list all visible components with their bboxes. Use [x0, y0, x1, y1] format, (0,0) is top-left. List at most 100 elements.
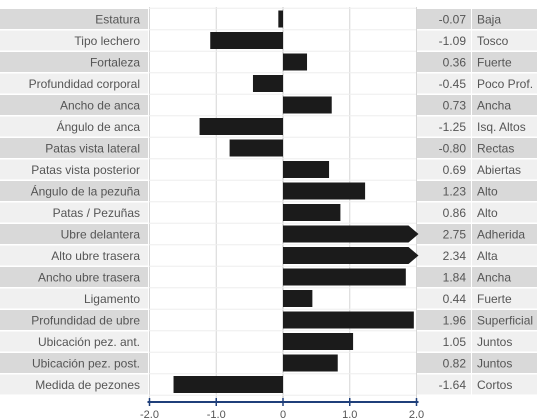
value-label: 1.84	[443, 271, 467, 285]
value-label: 0.86	[443, 206, 467, 220]
value-cell	[417, 116, 471, 137]
value-cell	[417, 245, 471, 266]
value-label: -0.07	[439, 13, 467, 27]
descriptor-cell	[472, 374, 537, 395]
category-label: Ángulo de la pezuña	[31, 184, 141, 199]
label-cell	[0, 138, 148, 158]
descriptor-cell	[472, 202, 537, 223]
descriptor-cell	[472, 9, 537, 29]
label-cell	[0, 288, 148, 309]
category-label: Profundidad de ubre	[31, 314, 140, 328]
category-label: Ubicación pez. ant.	[38, 335, 140, 349]
bar	[283, 247, 419, 264]
row-labels: Estatura -0.07 Baja Tipo lechero -1.09 Tosco F…	[29, 13, 533, 393]
value-label: -0.45	[439, 77, 467, 91]
descriptor-label: Fuerte	[477, 56, 512, 70]
label-cell	[0, 374, 148, 395]
descriptor-cell	[472, 331, 537, 352]
bar	[252, 75, 283, 92]
category-label: Patas / Pezuñas	[53, 206, 140, 220]
category-label: Ancho de anca	[60, 99, 140, 113]
category-label: Ubicación pez. post.	[32, 357, 140, 371]
value-cell	[417, 310, 471, 330]
value-label: -1.64	[439, 378, 467, 392]
bar	[278, 10, 283, 28]
descriptor-cell	[472, 138, 537, 158]
value-label: 1.23	[443, 185, 467, 199]
value-cell	[417, 181, 471, 201]
category-label: Ángulo de anca	[57, 119, 141, 134]
value-cell	[417, 331, 471, 352]
label-cell	[0, 73, 148, 94]
descriptor-cell	[472, 116, 537, 137]
value-label: 0.69	[443, 163, 467, 177]
descriptor-label: Superficial	[477, 314, 533, 328]
value-label: -0.80	[439, 142, 467, 156]
value-label: 2.75	[443, 228, 467, 242]
bar	[199, 118, 283, 135]
category-label: Fortaleza	[90, 56, 140, 70]
value-label: 0.73	[443, 99, 467, 113]
bar	[283, 96, 332, 114]
descriptor-label: Alto	[477, 185, 498, 199]
descriptor-cell	[472, 310, 537, 330]
descriptor-cell	[472, 30, 537, 51]
value-cell	[417, 73, 471, 94]
descriptor-label: Isq. Altos	[477, 120, 526, 134]
value-cell	[417, 138, 471, 158]
category-label: Ligamento	[84, 292, 140, 306]
bar	[283, 182, 366, 200]
bar	[173, 376, 283, 393]
category-label: Patas vista lateral	[45, 142, 140, 156]
descriptor-label: Alta	[477, 249, 498, 263]
category-label: Ancho ubre trasera	[38, 271, 140, 285]
value-cell	[417, 159, 471, 180]
value-cell	[417, 353, 471, 373]
descriptor-label: Poco Prof.	[477, 77, 533, 91]
bar	[283, 333, 354, 350]
value-label: 0.36	[443, 56, 467, 70]
descriptor-label: Alto	[477, 206, 498, 220]
x-tick-label: 0	[280, 409, 286, 418]
descriptor-cell	[472, 353, 537, 373]
descriptor-cell	[472, 245, 537, 266]
label-cell	[0, 52, 148, 72]
bar	[283, 53, 308, 71]
bar	[283, 225, 419, 243]
bar	[283, 161, 330, 178]
descriptor-cell	[472, 95, 537, 115]
label-cell	[0, 181, 148, 201]
value-cell	[417, 224, 471, 244]
bar	[283, 311, 414, 329]
value-label: 0.82	[443, 357, 467, 371]
category-label: Patas vista posterior	[31, 163, 140, 177]
label-cell	[0, 245, 148, 266]
label-cell	[0, 224, 148, 244]
label-cell	[0, 159, 148, 180]
bar	[283, 354, 338, 372]
bar	[283, 290, 313, 307]
value-label: -1.09	[439, 34, 467, 48]
bar	[210, 32, 283, 49]
value-cell	[417, 202, 471, 223]
value-cell	[417, 95, 471, 115]
descriptor-cell	[472, 73, 537, 94]
descriptor-label: Juntos	[477, 335, 512, 349]
value-cell	[417, 52, 471, 72]
category-label: Profundidad corporal	[29, 77, 140, 91]
x-tick-label: -1,0	[207, 409, 226, 418]
descriptor-cell	[472, 52, 537, 72]
descriptor-cell	[472, 181, 537, 201]
value-cell	[417, 374, 471, 395]
descriptor-label: Cortos	[477, 378, 512, 392]
x-axis: -2,0 -1,0 0 1,0 2,0	[140, 398, 424, 418]
value-cell	[417, 267, 471, 287]
bars	[173, 10, 419, 393]
label-cell	[0, 353, 148, 373]
label-cell	[0, 267, 148, 287]
descriptor-label: Abiertas	[477, 163, 521, 177]
value-label: 0.44	[443, 292, 467, 306]
x-tick-label: 2,0	[409, 409, 424, 418]
label-cell	[0, 9, 148, 29]
value-cell	[417, 9, 471, 29]
